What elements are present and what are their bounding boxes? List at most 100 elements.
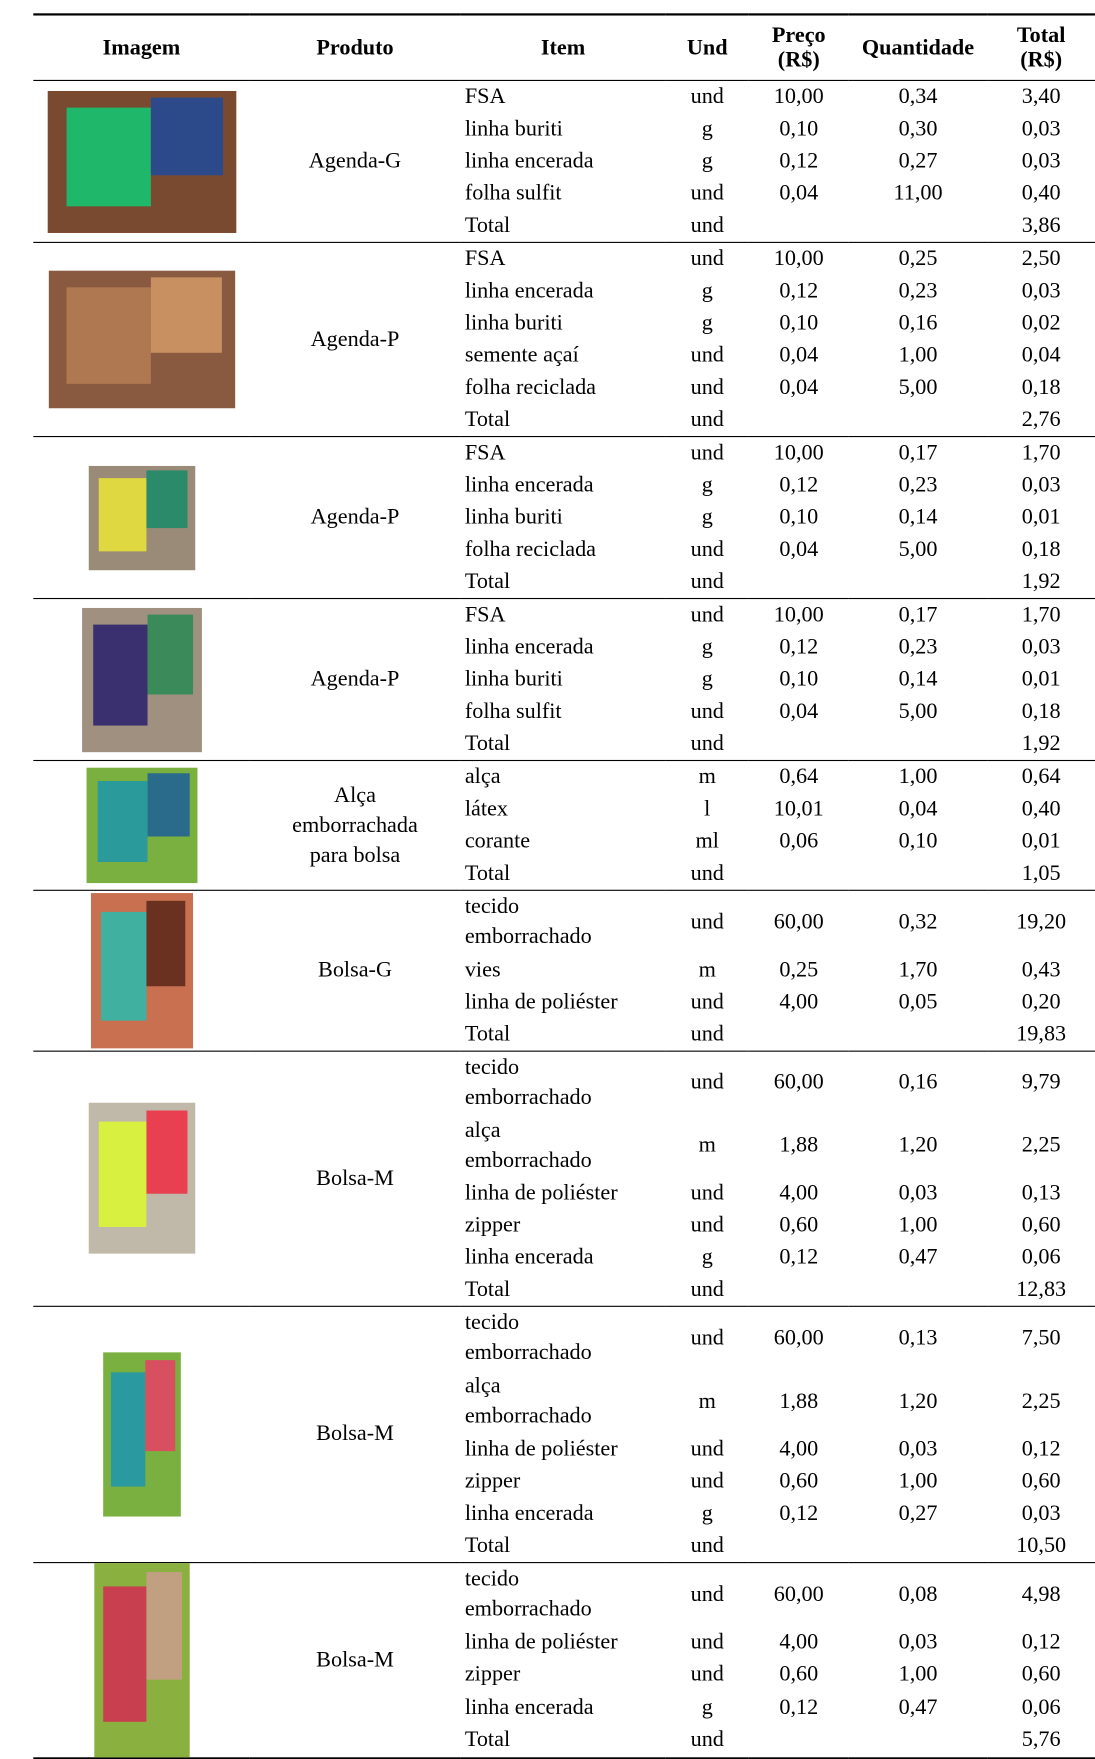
quantity-cell: 1,00: [898, 1662, 938, 1687]
unit-cell: g: [701, 1500, 713, 1525]
quantity-cell: 0,03: [898, 1436, 938, 1461]
item-cell: tecido emborrachado: [460, 1306, 665, 1369]
total-cell: 3,40: [1021, 84, 1061, 109]
unit-cell: g: [701, 634, 713, 659]
unit-cell: und: [690, 1212, 724, 1237]
text-line: Agenda-G: [308, 148, 402, 174]
item-cell: folha reciclada: [464, 536, 597, 562]
image-cell: [33, 1562, 250, 1759]
total-row: Total und 2,76: [33, 403, 1095, 438]
table-row: linha de poliéster und 4,00 0,05 0,20: [33, 986, 1095, 1018]
quantity-cell: 0,23: [898, 634, 938, 659]
item-cell: FSA: [464, 440, 506, 465]
header-row: Imagem Produto Item Und Preço (R$) Quantidade T…: [33, 13, 1095, 81]
item-cell: linha encerada: [464, 1694, 594, 1720]
unit-cell: und: [690, 1581, 724, 1607]
column-header: Und: [665, 13, 749, 81]
total-value: 5,76: [987, 1724, 1095, 1759]
item-cell: FSA: [464, 84, 506, 109]
unit-cell: und: [690, 602, 724, 627]
column-header: Produto: [249, 13, 461, 81]
text-line: tecido: [464, 894, 520, 919]
unit-cell: m: [698, 956, 716, 982]
image-cell: [33, 80, 250, 243]
total-cell: 0,02: [1021, 310, 1061, 336]
column-header: Item: [460, 13, 666, 81]
price-cell: 4,00: [779, 1436, 819, 1461]
table-row: Agenda-G FSA und 10,00 0,34 3,40: [33, 80, 1095, 243]
item-cell: linha encerada: [464, 278, 594, 303]
quantity-cell: 0,34: [898, 84, 938, 109]
photo-detail: [146, 773, 190, 837]
total-label: Total: [460, 1273, 666, 1307]
unit-cell: g: [701, 1694, 713, 1720]
unit-cell: und: [665, 1017, 749, 1052]
photo-detail: [98, 477, 147, 551]
unit-cell: l: [704, 796, 711, 821]
total-cell: 0,06: [1021, 1244, 1061, 1270]
price-cell: 10,00: [773, 84, 824, 109]
table-row: folha sulfit und 0,04 5,00 0,18: [33, 696, 1095, 728]
total-cell: 1,70: [1021, 440, 1061, 465]
table-row: folha reciclada und 0,04 5,00 0,18: [33, 534, 1095, 566]
empty-cell: [748, 565, 849, 600]
product-photo: [47, 90, 236, 233]
table-row: linha encerada g 0,12 0,23 0,03: [33, 631, 1095, 663]
empty-cell: [848, 1017, 988, 1052]
product-cell: Bolsa-M: [249, 1562, 461, 1759]
photo-detail: [150, 277, 222, 354]
total-value: 19,83: [987, 1017, 1095, 1052]
quantity-cell: 1,20: [898, 1132, 938, 1158]
empty-cell: [848, 565, 988, 600]
empty-cell: [848, 209, 988, 243]
quantity-cell: 1,00: [898, 342, 938, 368]
empty-cell: [748, 209, 849, 243]
item-cell: linha buriti: [464, 116, 563, 141]
photo-detail: [66, 287, 151, 384]
total-cell: 0,60: [1021, 1212, 1061, 1237]
total-cell: 2,25: [1021, 1132, 1061, 1158]
item-cell: linha encerada: [464, 634, 594, 659]
total-value: 2,76: [987, 403, 1095, 438]
table-row: linha encerada g 0,12 0,27 0,03: [33, 145, 1095, 177]
text-line: emborrachada: [292, 812, 418, 838]
table-row: linha de poliéster und 4,00 0,03 0,12: [33, 1626, 1095, 1659]
unit-cell: g: [701, 666, 713, 692]
photo-detail: [146, 1110, 188, 1194]
table-row: zipper und 0,60 1,00 0,60: [33, 1209, 1095, 1241]
item-cell: linha buriti: [464, 666, 563, 692]
total-value: 12,83: [987, 1273, 1095, 1307]
item-cell: zipper: [464, 1212, 521, 1237]
unit-cell: und: [690, 440, 724, 465]
table-row: folha sulfit und 0,04 11,00 0,40: [33, 178, 1095, 210]
unit-cell: und: [690, 374, 724, 400]
photo-detail: [93, 624, 148, 726]
price-cell: 0,12: [779, 148, 819, 174]
photo-detail: [145, 1360, 175, 1451]
empty-cell: [848, 1273, 988, 1307]
text-line: (R$): [1020, 47, 1063, 73]
item-cell: linha de poliéster: [464, 1629, 618, 1655]
quantity-cell: 0,16: [898, 310, 938, 336]
price-cell: 4,00: [779, 1180, 819, 1205]
unit-cell: und: [690, 1662, 724, 1687]
unit-cell: ml: [695, 828, 719, 854]
item-cell: linha encerada: [464, 472, 594, 498]
empty-cell: [748, 1273, 849, 1307]
item-cell: tecido emborrachado: [460, 1562, 665, 1626]
column-header: Imagem: [33, 13, 250, 81]
total-cell: 0,06: [1021, 1694, 1061, 1720]
quantity-cell: 5,00: [898, 536, 938, 562]
unit-cell: g: [701, 278, 713, 303]
total-cell: 2,50: [1021, 246, 1061, 271]
text-line: Bolsa-M: [316, 1421, 394, 1446]
item-cell: linha de poliéster: [464, 1436, 618, 1461]
text-line: Agenda-P: [310, 504, 400, 530]
product-cell: Agenda-G: [249, 80, 461, 243]
empty-cell: [748, 403, 849, 438]
unit-cell: m: [698, 764, 716, 789]
quantity-cell: 0,17: [898, 440, 938, 465]
text-line: Agenda-P: [310, 326, 400, 352]
table-row: zipper und 0,60 1,00 0,60: [33, 1465, 1095, 1497]
quantity-cell: 0,30: [898, 116, 938, 141]
